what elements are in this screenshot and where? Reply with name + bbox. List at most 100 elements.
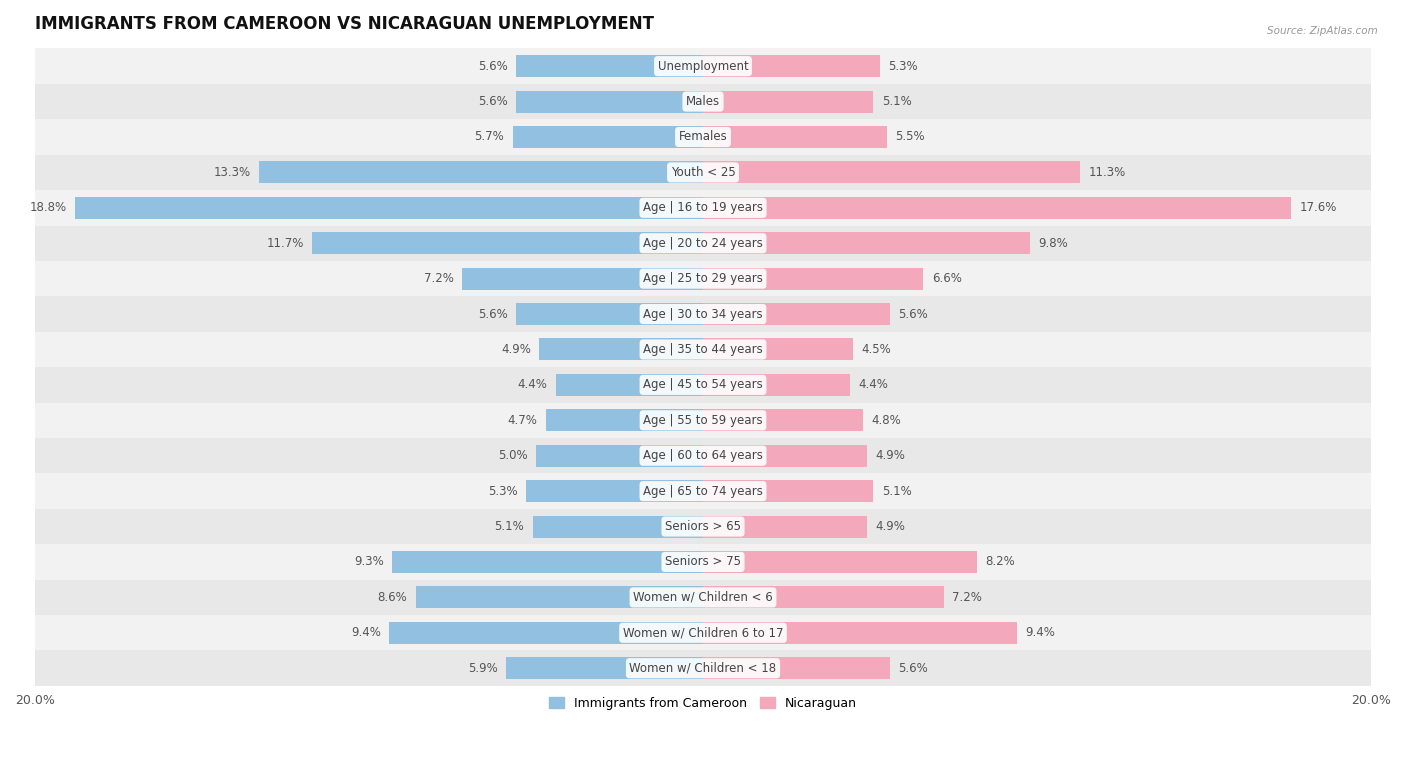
Bar xyxy=(35,403,1371,438)
Bar xyxy=(703,126,887,148)
Text: Women w/ Children 6 to 17: Women w/ Children 6 to 17 xyxy=(623,626,783,640)
Text: 4.9%: 4.9% xyxy=(501,343,531,356)
Text: Age | 25 to 29 years: Age | 25 to 29 years xyxy=(643,272,763,285)
Text: Age | 65 to 74 years: Age | 65 to 74 years xyxy=(643,484,763,497)
Text: Age | 30 to 34 years: Age | 30 to 34 years xyxy=(643,307,763,320)
Text: Males: Males xyxy=(686,95,720,108)
Text: 8.2%: 8.2% xyxy=(986,556,1015,569)
Bar xyxy=(703,161,1080,183)
Text: 5.1%: 5.1% xyxy=(882,95,911,108)
Bar xyxy=(703,587,943,609)
Bar xyxy=(703,551,977,573)
Bar xyxy=(35,544,1371,580)
Text: Unemployment: Unemployment xyxy=(658,60,748,73)
Text: 4.9%: 4.9% xyxy=(875,449,905,463)
Text: 9.3%: 9.3% xyxy=(354,556,384,569)
Text: 11.7%: 11.7% xyxy=(267,237,304,250)
Text: Females: Females xyxy=(679,130,727,144)
Bar xyxy=(540,338,703,360)
Text: 4.8%: 4.8% xyxy=(872,414,901,427)
Text: Source: ZipAtlas.com: Source: ZipAtlas.com xyxy=(1267,26,1378,36)
Text: 4.4%: 4.4% xyxy=(517,378,548,391)
Bar xyxy=(35,509,1371,544)
Legend: Immigrants from Cameroon, Nicaraguan: Immigrants from Cameroon, Nicaraguan xyxy=(544,692,862,715)
Bar xyxy=(259,161,703,183)
Text: Age | 60 to 64 years: Age | 60 to 64 years xyxy=(643,449,763,463)
Text: Age | 35 to 44 years: Age | 35 to 44 years xyxy=(643,343,763,356)
Text: Women w/ Children < 18: Women w/ Children < 18 xyxy=(630,662,776,674)
Bar xyxy=(516,303,703,325)
Text: 9.4%: 9.4% xyxy=(350,626,381,640)
Bar xyxy=(35,120,1371,154)
Bar xyxy=(75,197,703,219)
Bar xyxy=(703,444,866,467)
Text: 4.7%: 4.7% xyxy=(508,414,537,427)
Bar xyxy=(35,650,1371,686)
Text: 7.2%: 7.2% xyxy=(425,272,454,285)
Text: Age | 45 to 54 years: Age | 45 to 54 years xyxy=(643,378,763,391)
Bar xyxy=(703,516,866,537)
Bar xyxy=(516,55,703,77)
Bar xyxy=(35,190,1371,226)
Text: 5.3%: 5.3% xyxy=(488,484,517,497)
Text: 5.6%: 5.6% xyxy=(898,307,928,320)
Bar xyxy=(703,268,924,290)
Bar xyxy=(703,621,1017,643)
Text: 5.0%: 5.0% xyxy=(498,449,527,463)
Text: 11.3%: 11.3% xyxy=(1088,166,1126,179)
Text: 9.4%: 9.4% xyxy=(1025,626,1056,640)
Bar xyxy=(35,580,1371,615)
Bar xyxy=(546,410,703,431)
Bar xyxy=(703,410,863,431)
Bar xyxy=(703,374,851,396)
Bar xyxy=(35,615,1371,650)
Bar xyxy=(35,226,1371,261)
Text: Youth < 25: Youth < 25 xyxy=(671,166,735,179)
Bar xyxy=(312,232,703,254)
Text: 17.6%: 17.6% xyxy=(1299,201,1337,214)
Text: 5.5%: 5.5% xyxy=(896,130,925,144)
Bar xyxy=(516,91,703,113)
Bar xyxy=(35,48,1371,84)
Text: 5.6%: 5.6% xyxy=(478,60,508,73)
Text: 4.4%: 4.4% xyxy=(858,378,889,391)
Text: 5.6%: 5.6% xyxy=(478,307,508,320)
Text: 9.8%: 9.8% xyxy=(1039,237,1069,250)
Bar xyxy=(703,657,890,679)
Bar xyxy=(703,338,853,360)
Text: Women w/ Children < 6: Women w/ Children < 6 xyxy=(633,591,773,604)
Bar xyxy=(35,332,1371,367)
Text: 18.8%: 18.8% xyxy=(30,201,66,214)
Bar xyxy=(703,197,1291,219)
Bar xyxy=(703,91,873,113)
Text: 4.9%: 4.9% xyxy=(875,520,905,533)
Bar xyxy=(35,473,1371,509)
Bar xyxy=(416,587,703,609)
Bar xyxy=(536,444,703,467)
Text: Age | 20 to 24 years: Age | 20 to 24 years xyxy=(643,237,763,250)
Text: 8.6%: 8.6% xyxy=(378,591,408,604)
Text: 5.6%: 5.6% xyxy=(478,95,508,108)
Text: Age | 16 to 19 years: Age | 16 to 19 years xyxy=(643,201,763,214)
Bar xyxy=(35,367,1371,403)
Bar xyxy=(703,480,873,502)
Bar xyxy=(35,84,1371,120)
Bar xyxy=(555,374,703,396)
Text: 5.1%: 5.1% xyxy=(495,520,524,533)
Bar xyxy=(35,438,1371,473)
Text: IMMIGRANTS FROM CAMEROON VS NICARAGUAN UNEMPLOYMENT: IMMIGRANTS FROM CAMEROON VS NICARAGUAN U… xyxy=(35,15,654,33)
Text: Seniors > 65: Seniors > 65 xyxy=(665,520,741,533)
Text: Seniors > 75: Seniors > 75 xyxy=(665,556,741,569)
Text: 7.2%: 7.2% xyxy=(952,591,981,604)
Bar xyxy=(35,261,1371,296)
Bar xyxy=(513,126,703,148)
Text: Age | 55 to 59 years: Age | 55 to 59 years xyxy=(643,414,763,427)
Text: 5.6%: 5.6% xyxy=(898,662,928,674)
Text: 5.7%: 5.7% xyxy=(474,130,505,144)
Bar xyxy=(703,55,880,77)
Text: 5.3%: 5.3% xyxy=(889,60,918,73)
Bar xyxy=(463,268,703,290)
Bar xyxy=(35,296,1371,332)
Bar xyxy=(703,303,890,325)
Bar xyxy=(389,621,703,643)
